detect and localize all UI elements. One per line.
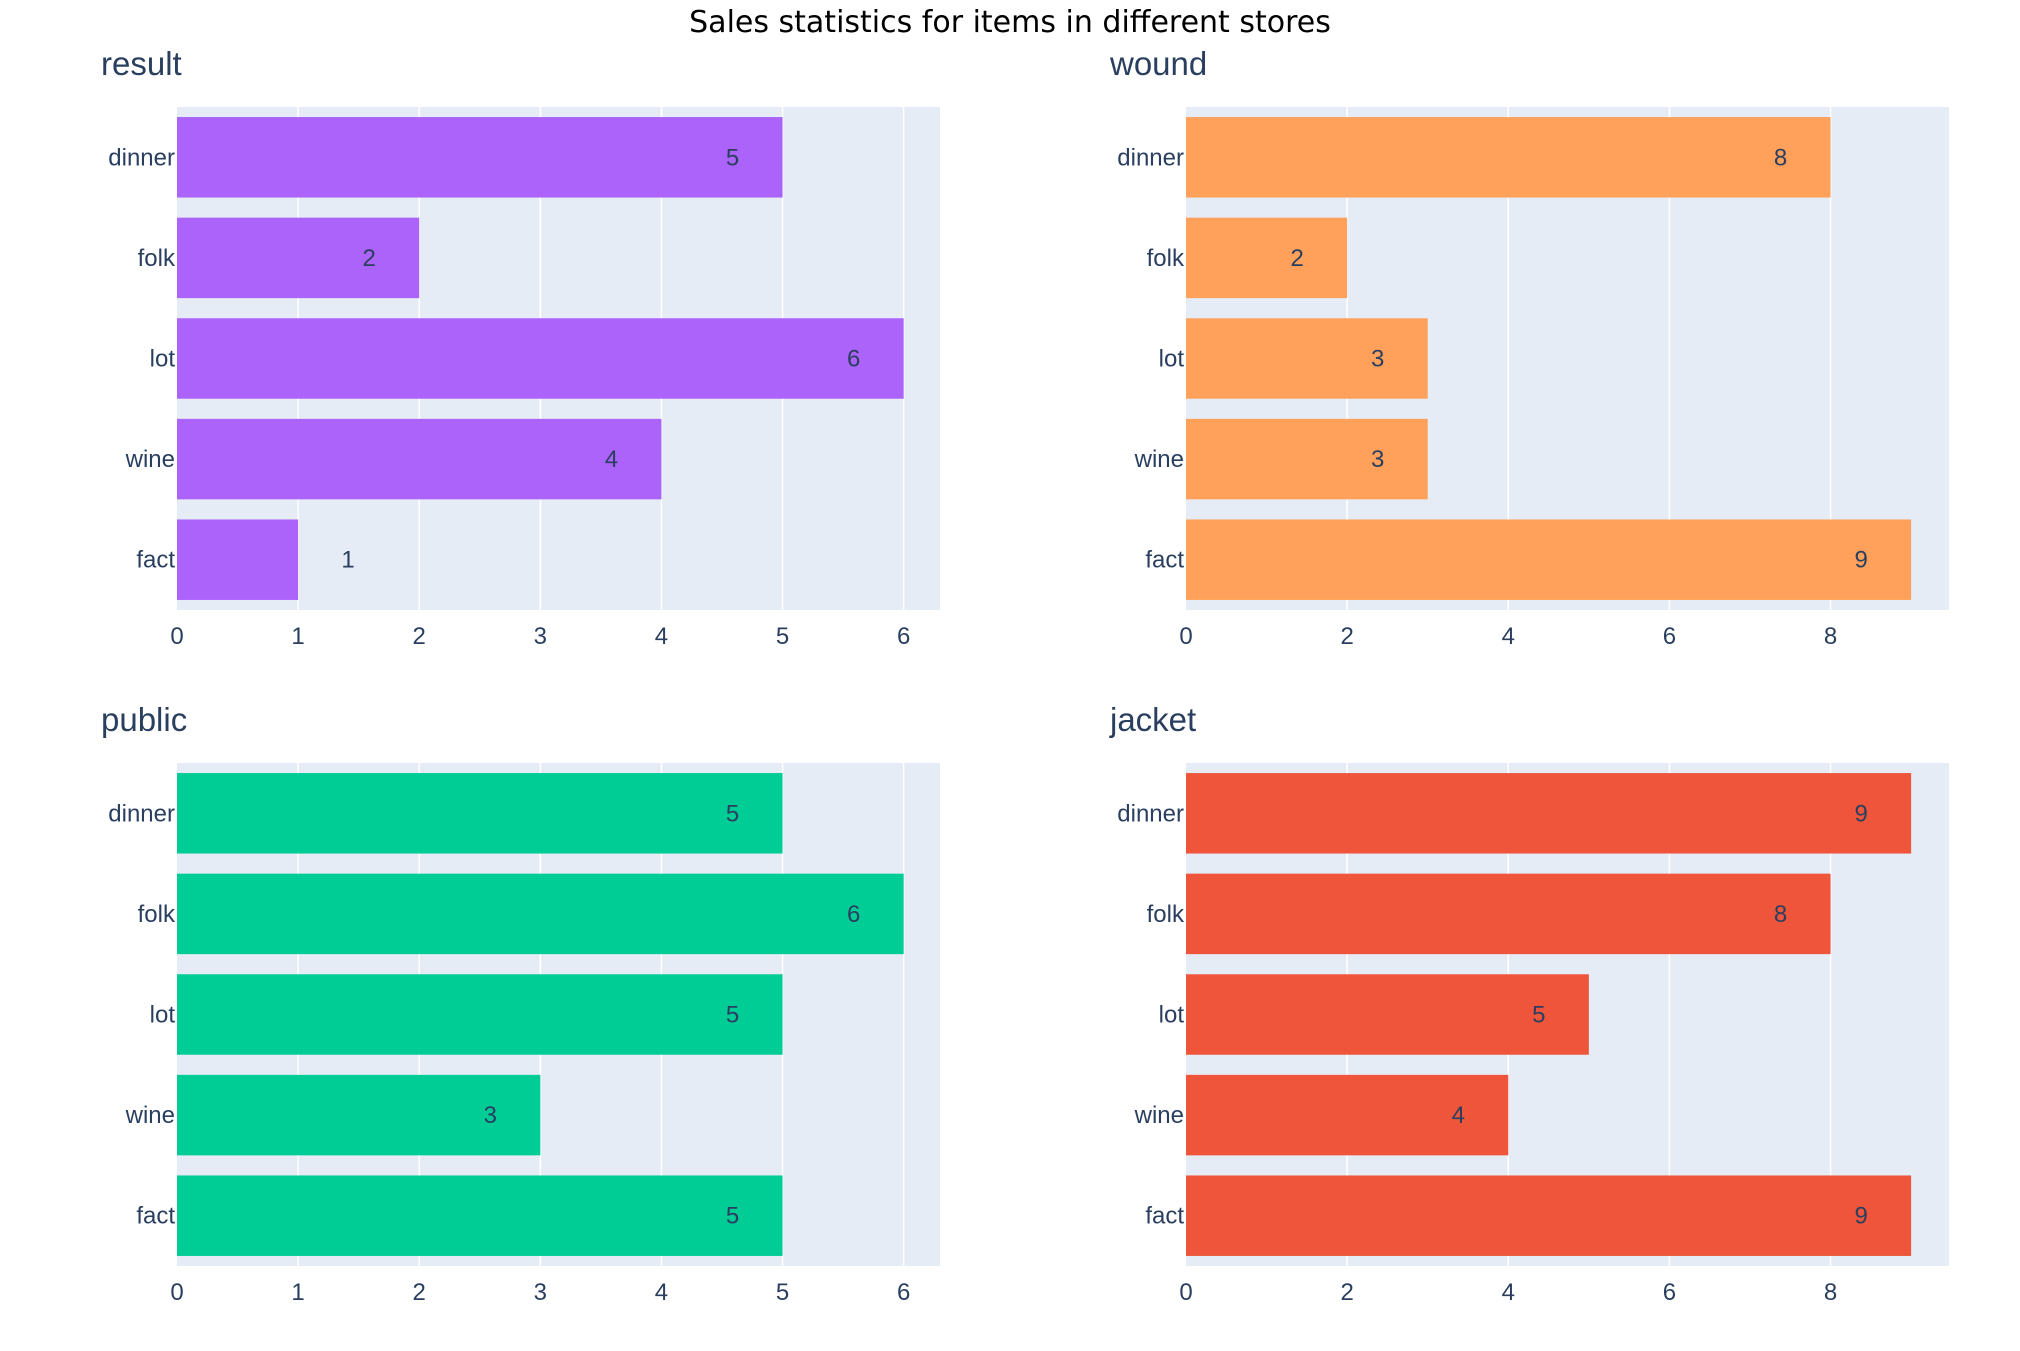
x-tick-label: 4 (655, 1279, 668, 1306)
y-tick-label: dinner (108, 144, 175, 171)
y-tick-label: folk (1147, 901, 1185, 928)
bar-wine (1186, 1074, 1509, 1156)
bar-value-label: 9 (1854, 800, 1867, 827)
x-tick-label: 0 (1179, 1279, 1192, 1306)
bar-value-label: 5 (1532, 1002, 1545, 1029)
bar-value-label: 8 (1774, 901, 1787, 928)
x-tick-label: 8 (1824, 1279, 1837, 1306)
x-tick-label: 4 (1502, 1279, 1515, 1306)
bar-value-label: 3 (1371, 346, 1384, 373)
bar-folk (177, 873, 904, 955)
x-tick-label: 0 (170, 1279, 183, 1306)
bar-value-label: 4 (1452, 1102, 1465, 1129)
bar-value-label: 3 (1371, 446, 1384, 473)
bar-value-label: 5 (726, 1002, 739, 1029)
x-tick-label: 4 (655, 623, 668, 650)
bar-wine (1186, 418, 1428, 500)
x-tick-label: 6 (1663, 1279, 1676, 1306)
bar-lot (177, 974, 783, 1055)
bar-folk (177, 217, 420, 299)
y-tick-label: folk (1147, 245, 1185, 272)
y-tick-label: wine (125, 1102, 175, 1129)
bar-value-label: 4 (605, 446, 618, 473)
x-tick-label: 2 (1340, 623, 1353, 650)
bar-value-label: 8 (1774, 144, 1787, 171)
y-tick-label: fact (136, 547, 175, 574)
bar-fact (177, 1175, 783, 1256)
bar-fact (1186, 1175, 1912, 1256)
x-tick-label: 4 (1502, 623, 1515, 650)
bar-fact (177, 519, 299, 600)
subplot-title: wound (1109, 45, 1207, 82)
bar-value-label: 3 (484, 1102, 497, 1129)
x-tick-label: 8 (1824, 623, 1837, 650)
bar-dinner (1186, 117, 1831, 198)
x-tick-label: 5 (776, 1279, 789, 1306)
subplot-title: jacket (1109, 701, 1196, 738)
bar-folk (1186, 873, 1831, 955)
bar-value-label: 5 (726, 800, 739, 827)
bar-value-label: 6 (847, 901, 860, 928)
y-tick-label: lot (150, 1002, 176, 1029)
x-tick-label: 6 (897, 1279, 910, 1306)
y-tick-label: lot (1159, 346, 1185, 373)
bar-lot (177, 318, 904, 399)
bar-fact (1186, 519, 1912, 600)
bar-value-label: 2 (363, 245, 376, 272)
y-tick-label: wine (125, 446, 175, 473)
x-tick-label: 2 (413, 623, 426, 650)
y-tick-label: fact (1145, 1203, 1184, 1230)
y-tick-label: folk (138, 901, 176, 928)
subplot-title: result (101, 45, 182, 82)
x-tick-label: 3 (534, 623, 547, 650)
x-tick-label: 2 (1340, 1279, 1353, 1306)
x-tick-label: 6 (1663, 623, 1676, 650)
x-tick-label: 2 (413, 1279, 426, 1306)
y-tick-label: dinner (1117, 144, 1184, 171)
x-tick-label: 0 (170, 623, 183, 650)
y-tick-label: dinner (108, 800, 175, 827)
y-tick-label: fact (136, 1203, 175, 1230)
y-tick-label: folk (138, 245, 176, 272)
bar-value-label: 1 (341, 547, 354, 574)
x-tick-label: 6 (897, 623, 910, 650)
y-tick-label: dinner (1117, 800, 1184, 827)
bar-value-label: 5 (726, 1203, 739, 1230)
bar-value-label: 6 (847, 346, 860, 373)
bar-lot (1186, 974, 1589, 1055)
bar-value-label: 9 (1854, 1203, 1867, 1230)
y-tick-label: wine (1134, 1102, 1184, 1129)
bar-value-label: 2 (1290, 245, 1303, 272)
x-tick-label: 5 (776, 623, 789, 650)
x-tick-label: 3 (534, 1279, 547, 1306)
x-tick-label: 1 (291, 1279, 304, 1306)
subplot-result: 0 1 2 3 4 5 6 result dinner 5 folk 2 lot 6 wine 4 fact 1 (101, 45, 940, 650)
y-tick-label: fact (1145, 547, 1184, 574)
y-tick-label: wine (1134, 446, 1184, 473)
y-tick-label: lot (150, 346, 176, 373)
subplot-public: 0 1 2 3 4 5 6 public dinner 5 folk 6 lot 5 wine 3 fact 5 (101, 701, 940, 1306)
bar-value-label: 9 (1854, 547, 1867, 574)
bar-value-label: 5 (726, 144, 739, 171)
x-tick-label: 0 (1179, 623, 1192, 650)
x-tick-label: 1 (291, 623, 304, 650)
bar-folk (1186, 217, 1348, 299)
subplot-jacket: 0 2 4 6 8 jacket dinner 9 folk 8 lot 5 wine 4 fact 9 (1109, 701, 1949, 1306)
y-tick-label: lot (1159, 1002, 1185, 1029)
subplot-wound: 0 2 4 6 8 wound dinner 8 folk 2 lot 3 wine 3 fact 9 (1109, 45, 1949, 650)
chart-main-title: Sales statistics for items in different … (689, 5, 1331, 40)
bar-dinner (177, 117, 783, 198)
subplot-title: public (101, 701, 187, 738)
bar-wine (177, 418, 662, 500)
bar-wine (177, 1074, 541, 1156)
bar-dinner (177, 773, 783, 854)
bar-lot (1186, 318, 1428, 399)
bar-dinner (1186, 773, 1912, 854)
